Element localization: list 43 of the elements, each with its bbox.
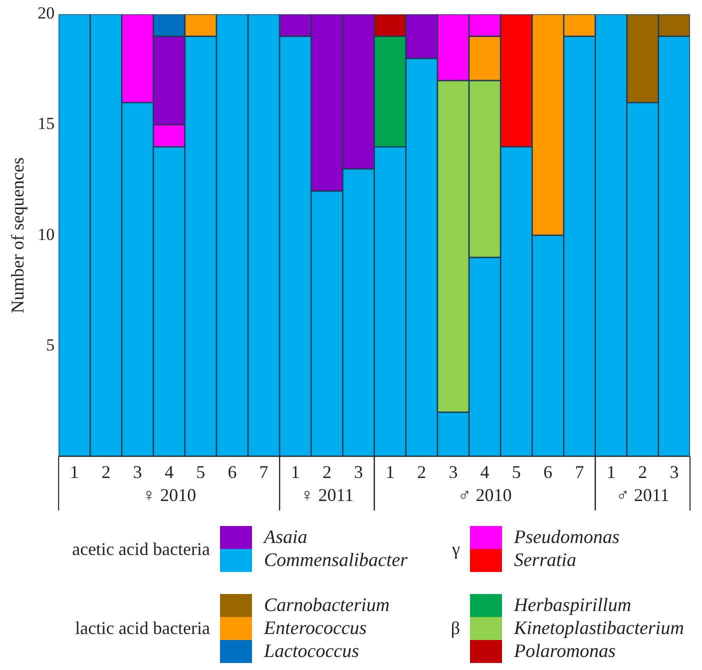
y-tick-label: 15 <box>38 114 55 134</box>
text: ♂ 2010 <box>458 485 512 506</box>
y-axis-title: Number of sequences <box>8 157 28 314</box>
x-tick-label: 3 <box>670 462 679 482</box>
legend-label: Carnobacterium <box>264 594 390 616</box>
x-tick-label: 1 <box>386 462 395 482</box>
x-tick-label: 2 <box>322 462 332 482</box>
legend-label: Kinetoplastibacterium <box>514 618 684 640</box>
text: γ <box>451 538 460 560</box>
x-tick-label: 2 <box>417 462 426 482</box>
x-tick-label: 2 <box>101 462 110 482</box>
text: acetic acid bacteria <box>71 538 210 560</box>
x-tick-label: 1 <box>606 462 616 482</box>
y-tick-label: 10 <box>38 224 55 244</box>
legend-label: Lactococcus <box>264 640 359 662</box>
legend-label: Asaia <box>264 526 308 548</box>
text: β <box>450 618 460 639</box>
legend-label: Pseudomonas <box>514 526 620 548</box>
legend-label: Enterococcus <box>264 618 367 640</box>
x-tick-label: 5 <box>196 462 206 482</box>
x-tick-label: 3 <box>448 462 458 482</box>
x-tick-label: 4 <box>164 462 174 482</box>
x-tick-label: 1 <box>70 462 79 482</box>
x-tick-label: 4 <box>480 462 490 482</box>
legend-label: Herbaspirillum <box>514 594 632 616</box>
x-tick-label: 7 <box>575 462 584 482</box>
x-tick-label: 6 <box>228 462 237 482</box>
x-tick-label: 6 <box>543 462 552 482</box>
legend-label: Commensalibacter <box>264 550 408 572</box>
x-tick-label: 1 <box>290 462 300 482</box>
x-tick-label: 7 <box>259 462 268 482</box>
text: ♀ 2010 <box>142 485 196 506</box>
y-tick-label: 20 <box>38 4 55 23</box>
x-tick-label: 3 <box>133 462 142 482</box>
legend-label: Polaromonas <box>514 640 616 662</box>
y-tick-label: 5 <box>46 335 55 354</box>
legend-label: Serratia <box>514 550 576 572</box>
text: lactic acid bacteria <box>74 618 210 639</box>
text: ♀ 2011 <box>300 485 354 506</box>
x-tick-label: 3 <box>354 462 364 482</box>
text: ♂ 2011 <box>616 485 670 506</box>
x-tick-label: 5 <box>512 462 521 482</box>
x-tick-label: 2 <box>638 462 648 482</box>
